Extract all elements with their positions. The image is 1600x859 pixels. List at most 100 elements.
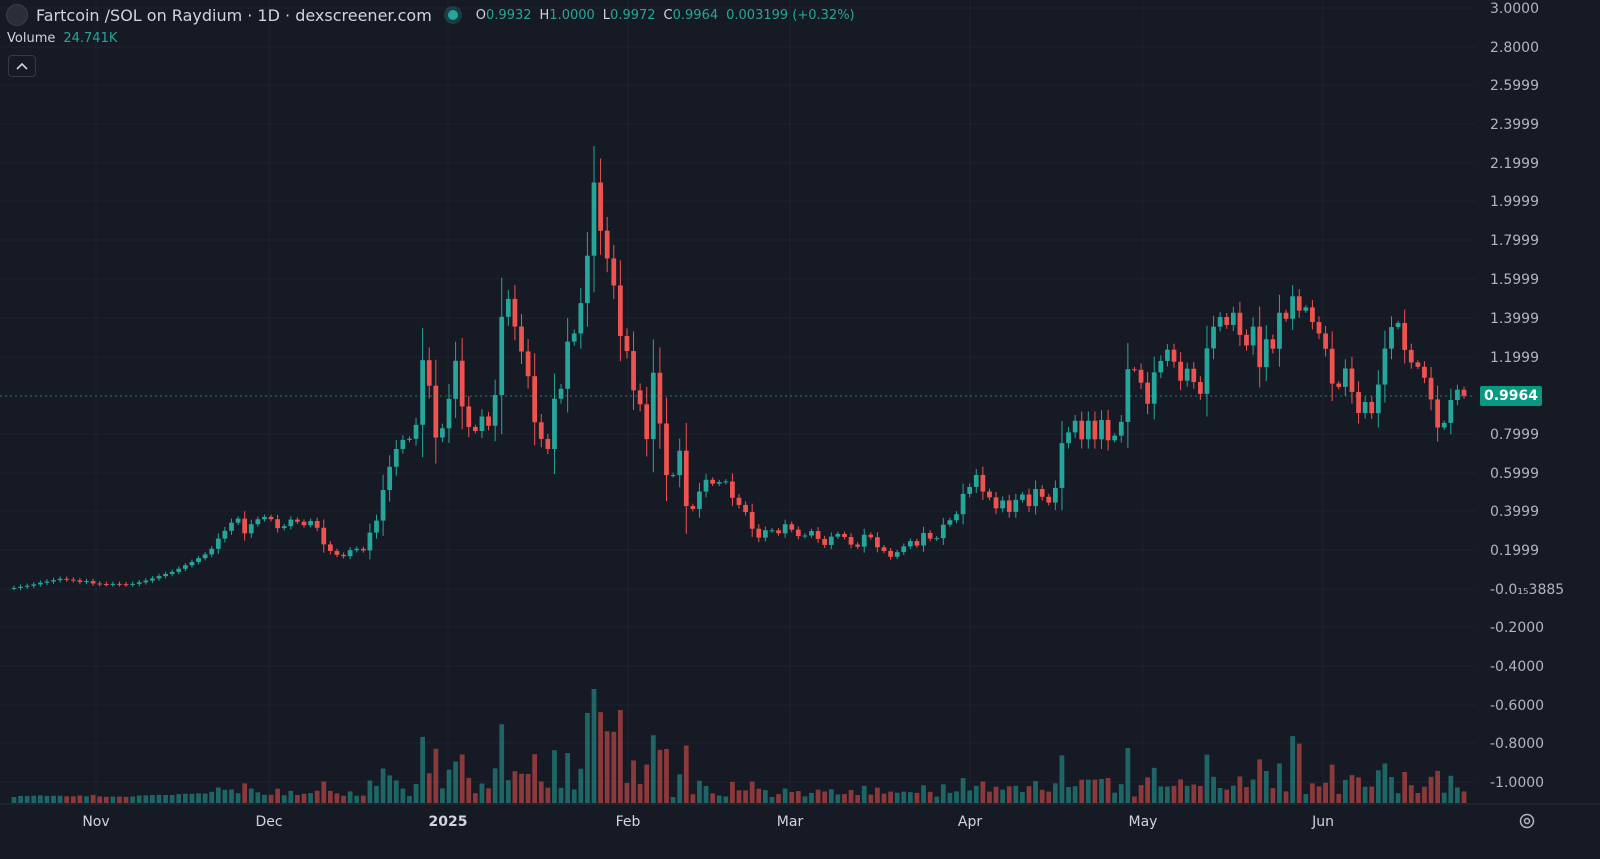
candle-body — [1118, 421, 1124, 436]
volume-bar — [163, 795, 168, 803]
candle-body — [37, 582, 43, 585]
volume-bar — [1356, 777, 1361, 803]
volume-bar — [1402, 771, 1408, 803]
volume-bar — [947, 792, 953, 803]
collapse-legend-button[interactable] — [8, 55, 36, 77]
volume-bar — [308, 793, 313, 803]
volume-bar — [1158, 786, 1164, 803]
volume-bar — [1290, 736, 1296, 803]
volume-bar — [736, 790, 742, 803]
candle-body — [472, 426, 478, 431]
volume-bar — [730, 781, 735, 803]
volume-bar — [795, 791, 801, 803]
volume-bar — [1184, 785, 1190, 803]
candle-body — [1099, 419, 1104, 440]
candle-body — [1415, 362, 1421, 367]
candle-body — [967, 486, 973, 494]
volume-bar — [1323, 782, 1328, 803]
y-tick-label: -0.0₁₅3885 — [1490, 582, 1564, 598]
volume-bar — [215, 787, 221, 803]
volume-bar — [37, 795, 43, 803]
volume-bar — [789, 791, 795, 803]
candle-body — [163, 573, 168, 577]
candles — [11, 145, 1467, 591]
volume-bar — [1112, 792, 1118, 803]
candle-body — [525, 351, 531, 377]
volume-bar — [1204, 754, 1210, 803]
candle-body — [815, 531, 821, 539]
candle-body — [90, 581, 96, 584]
gear-icon[interactable] — [1518, 812, 1536, 830]
volume-bar — [921, 785, 926, 803]
volume-bar — [44, 795, 50, 803]
y-tick-label: 3.0000 — [1490, 1, 1539, 17]
volume-bar — [1191, 784, 1197, 803]
volume-bar — [1270, 788, 1276, 803]
candle-body — [84, 581, 89, 583]
volume-bar — [901, 791, 907, 803]
volume-bar — [1026, 786, 1032, 803]
volume-bar — [499, 724, 505, 803]
candle-body — [308, 520, 313, 526]
volume-bar — [1006, 786, 1012, 803]
volume-bar — [281, 795, 287, 803]
volume-bar — [1125, 748, 1131, 803]
volume-bar — [176, 794, 182, 803]
volume-bar — [848, 789, 854, 803]
y-tick-label: 2.1999 — [1490, 156, 1539, 172]
ohlc-low: L0.9972 — [602, 7, 656, 23]
candle-body — [1395, 323, 1401, 328]
candle-body — [1217, 317, 1223, 327]
candle-body — [182, 565, 188, 569]
candle-body — [1006, 500, 1012, 512]
volume-bar — [459, 754, 465, 803]
volume-bar — [822, 791, 828, 803]
volume-bar — [202, 793, 208, 803]
candle-body — [1039, 489, 1045, 497]
candle-body — [77, 580, 83, 582]
volume-bar — [1369, 786, 1375, 803]
candle-body — [901, 546, 907, 553]
volume-bar — [585, 712, 590, 803]
candle-body — [235, 518, 241, 523]
volume-bar — [64, 796, 70, 803]
candle-body — [57, 578, 63, 581]
candle-body — [1171, 349, 1177, 362]
volume-bar — [321, 781, 327, 803]
candle-body — [1211, 326, 1216, 349]
volume-bar — [1066, 786, 1071, 803]
volume-bar — [400, 788, 406, 803]
candle-body — [730, 481, 735, 498]
y-tick-label: -0.8000 — [1490, 736, 1544, 752]
candle-body — [1059, 443, 1065, 488]
candle-body — [670, 475, 676, 477]
candle-body — [314, 520, 320, 528]
volume-bar — [1382, 763, 1388, 803]
candle-body — [169, 571, 175, 574]
ohlc-change: 0.003199 (+0.32%) — [726, 7, 855, 23]
y-tick-label: -1.0000 — [1490, 775, 1544, 791]
volume-bar — [1283, 791, 1289, 803]
y-tick-label: 2.3999 — [1490, 117, 1539, 133]
candle-body — [585, 255, 590, 304]
volume-bar — [1211, 776, 1216, 803]
volume-bar — [703, 786, 709, 803]
volume-bar — [894, 792, 900, 803]
candle-body — [1270, 339, 1276, 349]
volume-bar — [1310, 783, 1315, 803]
candle-body — [1197, 382, 1203, 394]
candle-body — [571, 333, 577, 342]
candle-body — [486, 416, 491, 426]
chart-title: Fartcoin /SOL on Raydium · 1D · dexscree… — [36, 5, 432, 25]
candle-body — [229, 522, 234, 531]
volume-bar — [334, 793, 340, 803]
candle-body — [1422, 366, 1427, 378]
volume-bar — [123, 796, 129, 803]
volume-bar — [881, 793, 887, 803]
candle-body — [835, 533, 841, 537]
y-tick-label: 1.3999 — [1490, 311, 1539, 327]
volume-bar — [1197, 786, 1203, 803]
volume-bar — [512, 771, 518, 803]
y-tick-label: 2.8000 — [1490, 40, 1539, 56]
